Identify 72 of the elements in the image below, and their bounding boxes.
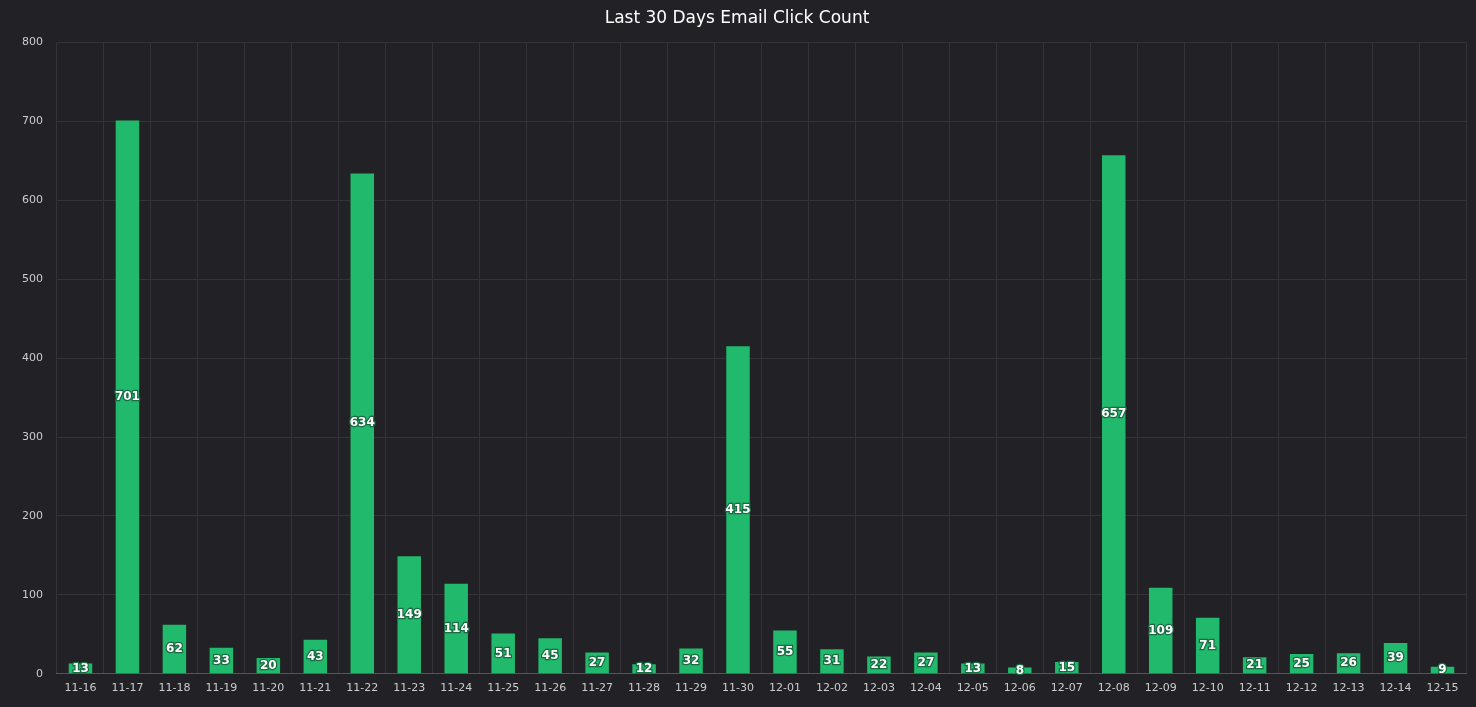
data-label: 39 [1387, 650, 1404, 665]
data-label: 45 [541, 647, 559, 662]
data-label: 701 [114, 389, 140, 404]
y-tick-label: 700 [22, 114, 43, 128]
data-label: 109 [1148, 622, 1174, 637]
x-tick-label: 11-22 [346, 681, 379, 695]
y-tick-label: 800 [22, 35, 43, 49]
data-label: 27 [917, 655, 935, 670]
bar [350, 173, 375, 674]
x-tick-label: 12-15 [1426, 681, 1459, 695]
y-tick-label: 400 [22, 350, 43, 364]
data-label: 415 [725, 501, 751, 516]
x-tick-label: 12-03 [862, 681, 895, 695]
data-label: 22 [870, 656, 888, 671]
data-label: 26 [1340, 655, 1357, 670]
x-tick-label: 11-21 [299, 681, 332, 695]
bar [726, 346, 750, 674]
y-tick-label: 600 [22, 193, 43, 207]
data-label: 55 [776, 643, 794, 658]
data-label: 149 [396, 606, 422, 621]
x-tick-label: 11-19 [205, 681, 238, 695]
y-tick-label: 0 [36, 666, 43, 680]
data-label: 43 [306, 648, 324, 663]
data-label: 32 [682, 653, 700, 668]
data-label: 12 [635, 660, 653, 675]
x-tick-label: 12-04 [909, 681, 942, 695]
x-tick-label: 11-25 [487, 681, 520, 695]
data-label: 8 [1015, 662, 1024, 677]
x-tick-label: 12-06 [1003, 681, 1036, 695]
x-tick-label: 12-01 [769, 681, 801, 695]
x-tick-label: 11-30 [722, 681, 754, 695]
x-tick-label: 12-13 [1332, 681, 1365, 695]
x-tick-label: 11-24 [440, 681, 473, 695]
data-label: 13 [964, 660, 982, 675]
y-tick-label: 200 [22, 508, 43, 522]
y-tick-label: 300 [22, 429, 43, 443]
x-tick-label: 11-29 [675, 681, 708, 695]
data-label: 13 [72, 660, 89, 675]
x-tick-label: 11-17 [111, 681, 144, 695]
bar [1102, 155, 1126, 674]
data-label: 25 [1293, 655, 1310, 670]
x-tick-label: 12-09 [1144, 681, 1177, 695]
x-tick-label: 12-05 [956, 681, 989, 695]
bar [115, 120, 140, 674]
x-tick-label: 11-28 [628, 681, 661, 695]
data-label: 51 [494, 645, 512, 660]
data-label: 21 [1246, 657, 1263, 672]
data-label: 71 [1199, 637, 1217, 652]
data-label: 15 [1058, 659, 1076, 674]
x-tick-label: 12-10 [1191, 681, 1224, 695]
x-tick-label: 11-27 [581, 681, 614, 695]
x-tick-label: 12-11 [1238, 681, 1271, 695]
x-tick-label: 12-08 [1097, 681, 1130, 695]
data-label: 20 [259, 657, 277, 672]
x-tick-label: 11-20 [252, 681, 285, 695]
x-tick-label: 12-02 [815, 681, 848, 695]
x-tick-label: 11-26 [534, 681, 567, 695]
chart-title: Last 30 Days Email Click Count [604, 6, 870, 27]
x-tick-label: 12-07 [1050, 681, 1083, 695]
x-tick-label: 11-16 [64, 681, 97, 695]
x-tick-label: 11-23 [393, 681, 426, 695]
y-tick-label: 100 [22, 587, 43, 601]
data-label: 27 [588, 655, 606, 670]
data-label: 9 [1438, 662, 1447, 677]
data-label: 62 [166, 641, 183, 656]
data-label: 31 [823, 653, 841, 668]
x-tick-label: 12-12 [1285, 681, 1318, 695]
y-tick-label: 500 [22, 272, 43, 286]
x-tick-label: 11-18 [158, 681, 191, 695]
x-tick-label: 12-14 [1379, 681, 1412, 695]
data-label: 33 [213, 652, 230, 667]
data-label: 657 [1101, 406, 1127, 421]
